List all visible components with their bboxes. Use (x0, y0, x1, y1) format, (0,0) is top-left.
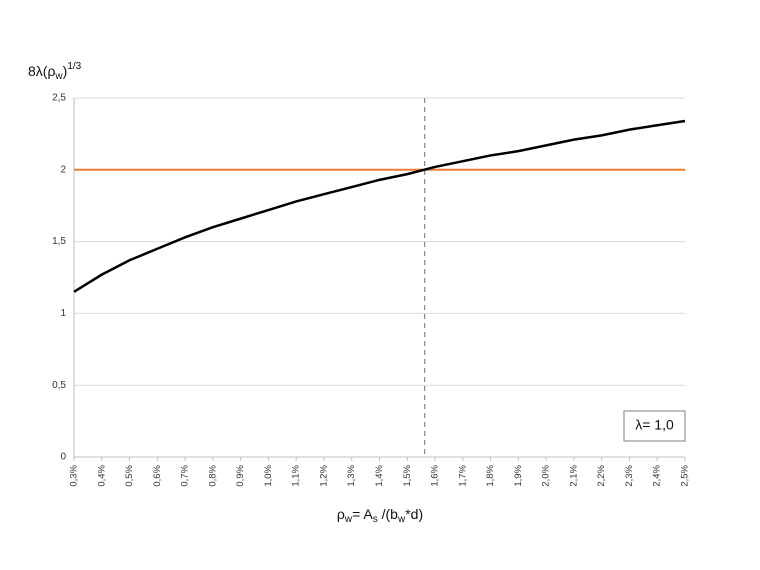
x-tick-label: 2,1% (568, 464, 579, 486)
y-tick-label: 2 (60, 164, 66, 175)
x-tick-label: 2,3% (624, 464, 635, 486)
x-tick-label: 1,4% (374, 464, 385, 486)
y-title-part: w (54, 71, 63, 82)
x-tick-label: 0,7% (180, 464, 191, 486)
y-tick-label: 0,5 (52, 380, 66, 391)
x-tick-label: 1,9% (513, 464, 524, 486)
y-title-part: ) (63, 63, 68, 79)
x-title-part: w (344, 514, 353, 525)
x-tick-label: 1,6% (430, 464, 441, 486)
x-tick-label: 1,7% (457, 464, 468, 486)
y-axis-title: 8λ(ρw)1/3 (28, 61, 82, 82)
x-title-part: s (373, 514, 378, 525)
line-series (73, 119, 686, 293)
x-tick-label: 1,2% (318, 464, 329, 486)
x-tick-label: 0,3% (69, 464, 80, 486)
x-tick-label: 1,3% (346, 464, 357, 486)
x-title-part: ρ (337, 506, 345, 522)
x-tick-label: 0,4% (96, 464, 107, 486)
x-tick-label: 2,2% (596, 464, 607, 486)
annotation-box (623, 410, 686, 442)
y-tick-label: 0 (60, 452, 66, 463)
x-tick-label: 0,9% (235, 464, 246, 486)
annotation: λ= 1,0 (635, 417, 674, 433)
y-tick-label: 1 (60, 308, 66, 319)
x-tick-label: 0,8% (207, 464, 218, 486)
x-tick-label: 1,0% (263, 464, 274, 486)
x-title-part: w (397, 514, 406, 525)
x-tick-label: 1,1% (291, 464, 302, 486)
y-title-part: 1/3 (67, 61, 81, 72)
x-tick-label: 1,8% (485, 464, 496, 486)
x-title-part: *d) (405, 506, 423, 522)
y-tick-label: 2,5 (52, 93, 66, 104)
x-tick-label: 2,0% (541, 464, 552, 486)
y-tick-label: 1,5 (52, 236, 66, 247)
x-tick-label: 2,5% (680, 464, 691, 486)
x-tick-label: 0,6% (152, 464, 163, 486)
x-tick-label: 2,4% (652, 464, 663, 486)
x-axis-title: ρw= As /(bw*d) (337, 506, 423, 525)
x-tick-label: 0,5% (124, 464, 135, 486)
x-tick-label: 1,5% (402, 464, 413, 486)
x-title-part: = A (352, 506, 373, 522)
y-title-part: 8λ(ρ (28, 63, 55, 79)
x-title-part: /(b (378, 506, 398, 522)
